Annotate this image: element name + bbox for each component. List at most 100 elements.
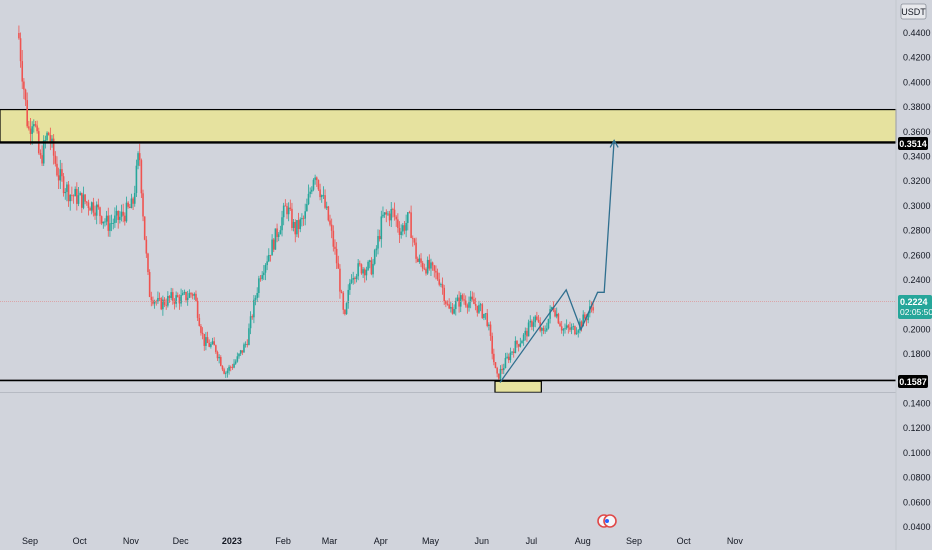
- candle-body: [89, 208, 91, 211]
- candle-body: [296, 220, 298, 235]
- price-tick-label: 0.2000: [903, 324, 931, 334]
- candle-body: [47, 132, 50, 136]
- candle-body: [143, 216, 146, 240]
- candle-body: [405, 222, 407, 231]
- candle-body: [267, 255, 270, 262]
- candle-body: [491, 335, 493, 354]
- candle-body: [117, 211, 120, 220]
- currency-label-text: USDT: [901, 7, 926, 17]
- candle-body: [52, 138, 55, 156]
- candle-body: [292, 221, 295, 228]
- candle-body: [269, 255, 272, 256]
- candle-body: [183, 291, 186, 294]
- candle-body: [416, 258, 419, 262]
- price-tick-label: 0.4400: [903, 28, 931, 38]
- candle-body: [18, 33, 20, 39]
- candle-body: [127, 202, 129, 207]
- candle-body: [224, 372, 227, 374]
- candle-body: [320, 195, 323, 198]
- candle-body: [228, 366, 230, 371]
- candle-body: [383, 212, 386, 215]
- candle-body: [512, 351, 515, 353]
- candle-body: [23, 81, 25, 90]
- candle-body: [211, 341, 214, 345]
- candle-body: [425, 269, 427, 274]
- projection-line: [499, 140, 615, 383]
- candle-body: [124, 215, 126, 222]
- time-scale[interactable]: Sep Oct Nov Dec 2023 Feb Mar Apr May Jun Jul Aug Sep…: [22, 536, 743, 546]
- candle-body: [100, 216, 103, 224]
- candle-body: [398, 227, 401, 235]
- candle-body: [476, 305, 479, 313]
- date-tick-label: Feb: [275, 536, 291, 546]
- candle-body: [388, 213, 391, 221]
- candle-body: [203, 333, 206, 346]
- candle-body: [80, 192, 83, 208]
- candle-body: [94, 212, 96, 216]
- candle-body: [499, 368, 502, 379]
- candle-body: [498, 373, 500, 379]
- candle-body: [188, 293, 191, 298]
- candle-body: [297, 220, 300, 230]
- candle-body: [522, 334, 525, 342]
- candle-body: [511, 351, 513, 353]
- candle-body: [372, 263, 374, 275]
- candle-body: [397, 219, 399, 228]
- candle-body: [587, 313, 589, 321]
- candle-body: [507, 356, 510, 361]
- candle-body: [501, 368, 503, 371]
- candle-body: [150, 296, 153, 301]
- projection-arrowhead: [609, 139, 619, 148]
- candle-body: [84, 194, 86, 202]
- candle-body: [335, 248, 338, 264]
- price-scale[interactable]: 0.4400 0.4200 0.4000 0.3800 0.3600 0.3400 0.32…: [895, 0, 931, 550]
- candle-body: [400, 231, 402, 235]
- candle-body: [319, 189, 321, 198]
- candle-body: [478, 305, 480, 313]
- candle-body: [92, 202, 95, 213]
- candle-body: [547, 318, 550, 329]
- candle-body: [263, 272, 265, 276]
- candle-body: [46, 132, 48, 141]
- date-tick-label: Apr: [374, 536, 388, 546]
- candle-body: [28, 126, 30, 129]
- candle-body: [582, 314, 585, 327]
- candle-body: [584, 314, 586, 319]
- candle-body: [112, 223, 115, 224]
- candle-body: [557, 313, 560, 324]
- candle-body: [390, 209, 393, 221]
- candle-body: [41, 155, 43, 164]
- currency-label[interactable]: USDT: [900, 3, 927, 20]
- candle-body: [125, 202, 128, 222]
- candle-body: [162, 299, 164, 310]
- candle-body: [403, 225, 406, 231]
- candle-body: [44, 140, 47, 141]
- candle-body: [107, 215, 110, 231]
- candle-body: [51, 138, 53, 144]
- candle-body: [347, 289, 350, 304]
- candle-body: [555, 313, 558, 317]
- candle-body: [406, 212, 409, 223]
- candle-body: [459, 295, 462, 307]
- candle-body: [325, 206, 328, 208]
- resistance-badge-box: [898, 137, 928, 150]
- candle-body: [95, 204, 98, 216]
- candle-body: [185, 291, 187, 301]
- candle-body: [180, 294, 182, 304]
- candle-body: [284, 205, 287, 207]
- candle-body: [368, 260, 371, 262]
- candle-body: [514, 340, 517, 353]
- candle-body: [243, 344, 245, 353]
- candle-body: [190, 293, 192, 295]
- candle-body: [229, 366, 232, 368]
- candle-body: [496, 368, 498, 374]
- candle-body: [85, 201, 88, 203]
- candle-body: [279, 230, 282, 235]
- candle-body: [474, 304, 477, 306]
- candle-body: [39, 153, 42, 156]
- events-icon[interactable]: [597, 514, 617, 528]
- candle-body: [542, 328, 545, 331]
- candle-body: [373, 250, 376, 264]
- candle-body: [271, 239, 273, 256]
